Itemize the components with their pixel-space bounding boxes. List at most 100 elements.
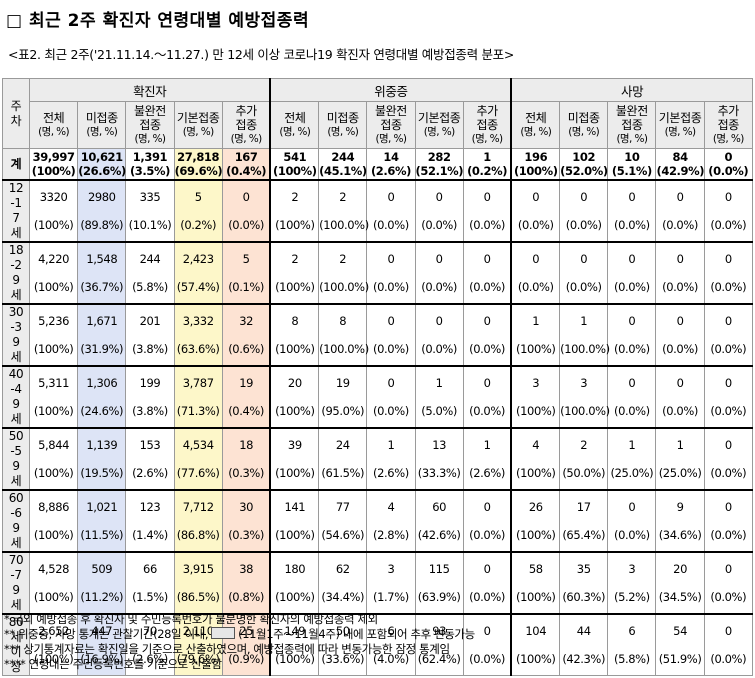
- percent: (100%): [33, 466, 74, 480]
- data-cell: 104 (100%): [510, 613, 561, 676]
- percent: (0.0%): [662, 218, 698, 232]
- row-label-text: 80세이상: [8, 615, 24, 674]
- cell-content: 0 (0.0%): [656, 374, 703, 420]
- data-cell: 0 (0.0%): [703, 427, 753, 491]
- subtitle: <표2. 최근 2주('21.11.14.～11.27.) 만 12세 이상 코…: [8, 47, 515, 62]
- data-cell: 2 (50.0%): [559, 427, 609, 491]
- cell-content: 0 (0.0%): [608, 374, 655, 420]
- percent: (0.0%): [662, 342, 698, 356]
- count: 2: [291, 190, 299, 204]
- cell-content: 2 (100%): [271, 188, 318, 234]
- percent: (0.0%): [373, 404, 409, 418]
- percent: (26.6%): [78, 164, 126, 178]
- group-header: 위중증: [269, 78, 512, 102]
- count: 167: [234, 150, 258, 164]
- data-cell: 201 (3.8%): [125, 303, 175, 367]
- count: 0: [483, 376, 491, 390]
- percent: (5.8%): [613, 652, 650, 666]
- percent: (36.7%): [80, 280, 124, 294]
- data-cell: 5 (0.2%): [173, 179, 223, 243]
- count: 0: [676, 314, 684, 328]
- percent: (0.0%): [613, 280, 650, 294]
- count: 199: [139, 376, 161, 390]
- percent: (0.0%): [710, 280, 747, 294]
- data-cell: 509 (11.2%): [77, 551, 127, 615]
- cell-content: 0 (0.0%): [223, 188, 270, 234]
- percent: (100%): [33, 342, 74, 356]
- cell-content: 8 (100%): [271, 312, 318, 358]
- data-cell: 3320 (100%): [28, 179, 79, 243]
- data-cell: 24 (61.5%): [318, 427, 368, 491]
- cell-content: 5,311 (100%): [30, 374, 77, 420]
- count: 0: [532, 190, 540, 204]
- count: 0: [724, 150, 733, 164]
- data-cell: 0 (0.0%): [607, 179, 657, 243]
- cell-content: 10 (5.1%): [608, 149, 655, 179]
- count: 196: [524, 150, 548, 164]
- data-cell: 0 (0.0%): [607, 489, 657, 553]
- data-cell: 0 (0.0%): [414, 303, 464, 367]
- data-cell: 10,621 (26.6%): [77, 148, 127, 181]
- percent: (45.1%): [319, 164, 367, 178]
- count: 244: [139, 252, 161, 266]
- cell-content: 6 (5.8%): [608, 622, 655, 668]
- percent: (100%): [275, 280, 315, 294]
- count: 7,712: [182, 500, 214, 514]
- cell-content: 102 (52.0%): [560, 149, 608, 179]
- note: *** 상기통계자료는 확진일을 기준으로 산출하였으며, 예방접종력에 따라 …: [4, 642, 450, 656]
- cell-content: 196 (100%): [512, 149, 559, 179]
- percent: (0.0%): [469, 590, 505, 604]
- data-cell: 141 (100%): [269, 489, 320, 553]
- count: 8: [339, 314, 347, 328]
- cell-content: 199 (3.8%): [126, 374, 173, 420]
- column-header: 추가 접종 (명, %): [703, 101, 753, 149]
- percent: (100.0%): [560, 404, 610, 418]
- data-cell: 13 (33.3%): [414, 427, 464, 491]
- cell-content: 115 (63.9%): [416, 560, 463, 606]
- percent: (100%): [275, 528, 315, 542]
- data-cell: 5,236 (100%): [28, 303, 79, 367]
- column-name: 기본접종: [176, 111, 220, 125]
- column-name: 불완전 접종: [134, 104, 166, 132]
- percent: (0.0%): [710, 590, 747, 604]
- count: 541: [283, 150, 307, 164]
- count: 5: [194, 190, 202, 204]
- cell-content: 20 (34.5%): [656, 560, 703, 606]
- cell-content: 0 (0.0%): [560, 188, 607, 234]
- percent: (63.6%): [176, 342, 220, 356]
- percent: (100%): [275, 652, 315, 666]
- cell-content: 39,997 (100%): [30, 149, 77, 179]
- count: 70: [143, 624, 157, 638]
- data-cell: 54 (51.9%): [655, 613, 705, 676]
- percent: (100%): [275, 466, 315, 480]
- percent: (89.8%): [80, 218, 124, 232]
- column-unit: (명, %): [230, 133, 263, 145]
- cell-content: 1,548 (36.7%): [78, 250, 125, 296]
- column-unit: (명, %): [712, 133, 745, 145]
- count: 0: [628, 252, 636, 266]
- percent: (0.0%): [517, 280, 554, 294]
- percent: (0.0%): [710, 404, 747, 418]
- cell-content: 8,886 (100%): [30, 498, 77, 544]
- data-row: 18-29세 4,220 (100%) 1,548 (36.7%) 244 (5.8%) 2,…: [2, 241, 753, 305]
- count: 32: [239, 314, 254, 328]
- cell-content: 1 (5.0%): [416, 374, 463, 420]
- count: 19: [335, 376, 350, 390]
- corner-text: 주차: [10, 98, 22, 128]
- cell-content: 38 (0.8%): [223, 560, 270, 606]
- data-cell: 26 (100%): [510, 489, 561, 553]
- data-cell: 1 (2.6%): [462, 427, 512, 491]
- percent: (100%): [273, 164, 317, 178]
- percent: (0.0%): [710, 342, 747, 356]
- count: 123: [139, 500, 161, 514]
- corner-header: 주차: [2, 78, 30, 149]
- data-cell: 84 (42.9%): [655, 148, 705, 181]
- cell-content: 4,528 (100%): [30, 560, 77, 606]
- percent: (0.0%): [469, 404, 505, 418]
- percent: (0.0%): [710, 218, 747, 232]
- cell-content: 0 (0.0%): [656, 250, 703, 296]
- count: 5,311: [38, 376, 70, 390]
- cell-content: 3 (100.0%): [560, 374, 610, 420]
- count: 66: [143, 562, 157, 576]
- percent: (57.4%): [176, 280, 220, 294]
